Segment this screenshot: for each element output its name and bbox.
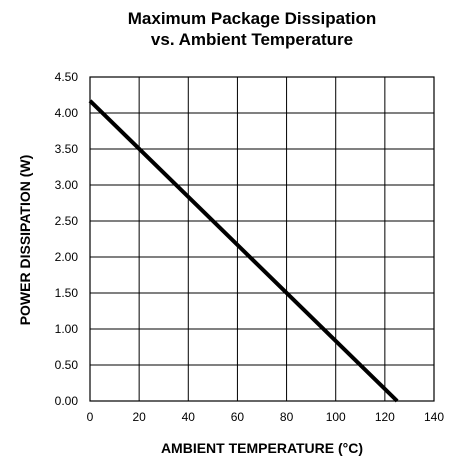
y-tick-label: 4.00 [55, 106, 79, 120]
chart-title-line-1: Maximum Package Dissipation [128, 9, 376, 28]
x-axis-ticks: 0 20 40 60 80 100 120 140 [87, 410, 445, 424]
y-tick-label: 1.00 [55, 322, 79, 336]
x-tick-label: 0 [87, 410, 94, 424]
y-tick-label: 0.00 [55, 394, 79, 408]
series-line [88, 99, 399, 403]
y-axis-ticks: 0.00 0.50 1.00 1.50 2.00 2.50 3.00 3.50 4.00 4.50 [55, 70, 79, 408]
y-axis-label: POWER DISSIPATION (W) [17, 155, 33, 326]
chart-title-line-2: vs. Ambient Temperature [151, 30, 353, 49]
x-tick-label: 120 [375, 410, 395, 424]
y-tick-label: 4.50 [55, 70, 79, 84]
series-layer [88, 99, 399, 403]
x-tick-label: 20 [132, 410, 146, 424]
x-tick-label: 80 [280, 410, 294, 424]
x-axis-label: AMBIENT TEMPERATURE (°C) [161, 440, 363, 456]
plot-frame [89, 76, 435, 402]
x-tick-label: 40 [182, 410, 196, 424]
grid [89, 76, 435, 402]
y-tick-label: 2.00 [55, 250, 79, 264]
x-tick-label: 140 [424, 410, 444, 424]
x-tick-label: 100 [326, 410, 346, 424]
y-tick-label: 3.50 [55, 142, 79, 156]
y-tick-label: 1.50 [55, 286, 79, 300]
y-tick-label: 3.00 [55, 178, 79, 192]
y-tick-label: 0.50 [55, 358, 79, 372]
x-tick-label: 60 [231, 410, 245, 424]
y-tick-label: 2.50 [55, 214, 79, 228]
